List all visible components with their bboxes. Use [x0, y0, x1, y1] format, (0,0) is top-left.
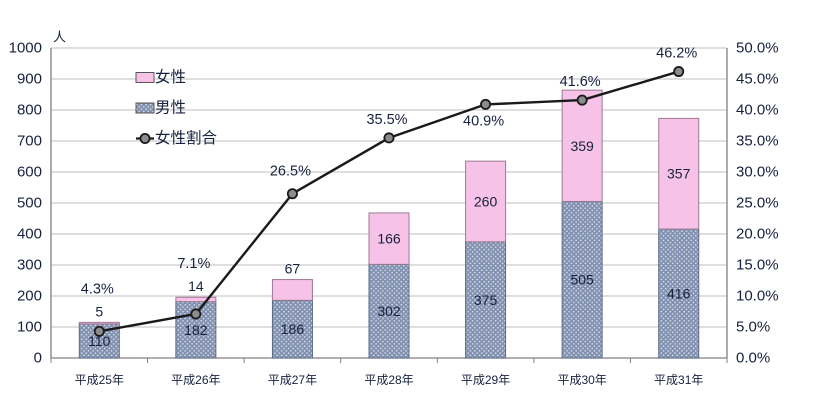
svg-text:41.6%: 41.6% — [560, 74, 601, 90]
svg-text:35.0%: 35.0% — [736, 133, 779, 150]
svg-text:平成28年: 平成28年 — [364, 373, 413, 387]
svg-text:182: 182 — [184, 322, 208, 338]
svg-text:600: 600 — [17, 164, 42, 181]
svg-text:0.0%: 0.0% — [736, 350, 770, 367]
svg-text:67: 67 — [285, 261, 301, 277]
svg-text:359: 359 — [570, 138, 594, 154]
svg-text:375: 375 — [474, 292, 498, 308]
svg-text:302: 302 — [377, 303, 401, 319]
svg-text:15.0%: 15.0% — [736, 257, 779, 274]
svg-text:110: 110 — [88, 333, 111, 349]
svg-text:10.0%: 10.0% — [736, 288, 779, 305]
svg-text:700: 700 — [17, 133, 42, 150]
svg-text:5: 5 — [95, 303, 103, 319]
svg-text:505: 505 — [570, 272, 594, 288]
svg-text:800: 800 — [17, 102, 42, 119]
svg-text:平成29年: 平成29年 — [461, 373, 510, 387]
svg-text:25.0%: 25.0% — [736, 195, 779, 212]
svg-text:女性割合: 女性割合 — [155, 128, 218, 147]
svg-text:平成30年: 平成30年 — [557, 373, 606, 387]
svg-text:200: 200 — [17, 288, 42, 305]
svg-text:46.2%: 46.2% — [656, 46, 697, 62]
svg-text:40.9%: 40.9% — [463, 113, 504, 129]
svg-text:30.0%: 30.0% — [736, 164, 779, 181]
svg-text:7.1%: 7.1% — [177, 256, 210, 272]
svg-text:男性: 男性 — [155, 99, 186, 117]
svg-text:357: 357 — [667, 166, 691, 182]
svg-text:186: 186 — [281, 321, 305, 337]
svg-text:平成27年: 平成27年 — [268, 373, 317, 387]
svg-text:人: 人 — [53, 30, 66, 45]
svg-text:4.3%: 4.3% — [81, 281, 114, 297]
svg-text:5.0%: 5.0% — [736, 319, 770, 336]
svg-text:40.0%: 40.0% — [736, 102, 779, 119]
svg-text:45.0%: 45.0% — [736, 71, 779, 88]
svg-text:900: 900 — [17, 71, 42, 88]
svg-text:300: 300 — [17, 257, 42, 274]
svg-text:平成25年: 平成25年 — [75, 373, 124, 387]
svg-text:14: 14 — [188, 278, 204, 294]
svg-text:260: 260 — [474, 193, 498, 209]
svg-text:1000: 1000 — [9, 40, 42, 57]
svg-text:0: 0 — [34, 350, 42, 367]
svg-text:166: 166 — [377, 231, 401, 247]
svg-text:500: 500 — [17, 195, 42, 212]
svg-text:20.0%: 20.0% — [736, 226, 779, 243]
svg-text:女性: 女性 — [155, 67, 186, 86]
svg-text:416: 416 — [667, 286, 691, 302]
svg-text:26.5%: 26.5% — [270, 164, 311, 180]
svg-text:50.0%: 50.0% — [736, 40, 779, 57]
svg-text:平成26年: 平成26年 — [171, 373, 220, 387]
svg-text:100: 100 — [17, 319, 42, 336]
svg-text:35.5%: 35.5% — [366, 112, 407, 128]
svg-text:平成31年: 平成31年 — [654, 373, 703, 387]
svg-text:400: 400 — [17, 226, 42, 243]
